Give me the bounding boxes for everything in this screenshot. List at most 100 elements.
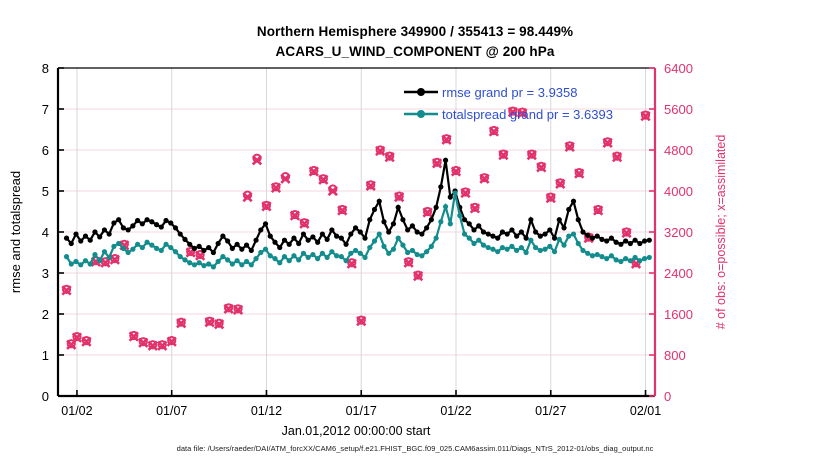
obs-possible-marker: [612, 151, 622, 161]
series-point-rmse: [490, 233, 496, 239]
obs-possible-marker: [138, 337, 148, 347]
series-point-totalspread: [87, 261, 93, 267]
series-point-totalspread: [490, 246, 496, 252]
obs-assimilated-marker: [81, 336, 92, 347]
obs-possible-marker: [640, 110, 651, 120]
series-point-totalspread: [561, 242, 567, 248]
y-tick-label-left: 4: [42, 225, 49, 240]
series-point-totalspread: [514, 247, 520, 254]
series-point-rmse: [352, 225, 359, 231]
obs-possible-marker: [72, 331, 82, 342]
obs-assimilated-marker: [128, 331, 139, 342]
data-file-footer: data file: /Users/raeder/DAI/ATM_forcXX/…: [176, 444, 654, 453]
series-point-rmse: [234, 241, 240, 247]
series-point-rmse: [324, 236, 330, 242]
obs-possible-marker: [271, 182, 281, 192]
page-title: Northern Hemisphere 349900 / 355413 = 98…: [0, 22, 830, 62]
series-point-rmse: [139, 221, 145, 227]
obs-possible-marker: [574, 167, 584, 178]
obs-assimilated-marker: [232, 304, 244, 316]
series-point-totalspread: [367, 244, 373, 251]
obs-possible-marker: [290, 209, 300, 220]
series-point-rmse: [447, 194, 453, 200]
series-point-totalspread: [125, 249, 131, 256]
series-point-totalspread: [120, 245, 126, 251]
obs-assimilated-marker: [611, 152, 623, 163]
series-point-rmse: [187, 241, 193, 247]
series-point-rmse: [310, 234, 316, 240]
obs-possible-marker: [508, 106, 518, 116]
series-point-totalspread: [106, 254, 112, 261]
series-point-totalspread: [523, 249, 529, 256]
series-point-rmse: [153, 222, 160, 228]
series-point-totalspread: [428, 243, 434, 249]
series-point-rmse: [63, 235, 70, 241]
obs-possible-marker: [223, 303, 234, 313]
obs-possible-marker: [157, 340, 167, 350]
obs-possible-marker: [129, 330, 139, 341]
series-point-totalspread: [172, 249, 179, 255]
obs-possible-marker: [479, 173, 490, 183]
series-point-rmse: [87, 237, 93, 243]
obs-assimilated-marker: [61, 285, 72, 296]
obs-possible-marker: [186, 246, 196, 257]
series-point-rmse: [495, 235, 501, 241]
series-point-rmse: [277, 244, 283, 251]
series-point-rmse: [182, 236, 188, 242]
series-point-totalspread: [272, 256, 278, 262]
series-point-totalspread: [262, 246, 269, 252]
series-point-rmse: [438, 184, 444, 190]
series-point-totalspread: [637, 258, 643, 264]
series-point-rmse: [395, 204, 401, 210]
obs-assimilated-marker: [318, 174, 329, 185]
series-point-rmse: [362, 235, 368, 241]
series-point-totalspread: [135, 241, 141, 247]
series-point-totalspread: [414, 251, 420, 258]
series-point-totalspread: [419, 253, 425, 259]
series-point-rmse: [149, 219, 155, 225]
series-point-rmse: [504, 231, 510, 237]
x-axis-title: Jan.01,2012 00:00:00 start: [281, 424, 431, 438]
obs-possible-marker: [347, 258, 357, 268]
series-point-totalspread: [319, 250, 325, 256]
y-tick-label-right: 4000: [664, 184, 693, 199]
series-point-totalspread: [78, 262, 84, 268]
series-point-rmse: [376, 198, 382, 204]
series-point-totalspread: [504, 246, 510, 252]
obs-possible-marker: [205, 316, 215, 326]
series-point-totalspread: [570, 231, 577, 237]
series-point-rmse: [319, 231, 325, 237]
series-point-rmse: [172, 225, 179, 231]
obs-possible-marker: [214, 318, 224, 328]
series-point-rmse: [442, 157, 449, 163]
obs-assimilated-marker: [147, 340, 158, 351]
obs-assimilated-marker: [299, 218, 310, 229]
x-tick-label: 01/12: [251, 404, 282, 418]
series-point-totalspread: [210, 264, 217, 270]
series-point-rmse: [509, 227, 515, 233]
obs-assimilated-marker: [157, 340, 168, 351]
series-point-rmse: [632, 237, 638, 243]
series-point-totalspread: [286, 258, 292, 264]
series-point-totalspread: [258, 249, 264, 256]
obs-possible-marker: [404, 257, 414, 267]
y-tick-label-left: 8: [42, 61, 49, 76]
series-point-totalspread: [390, 246, 397, 252]
series-point-rmse: [106, 231, 112, 237]
series-point-rmse: [585, 232, 591, 238]
series-point-rmse: [116, 217, 122, 223]
obs-possible-marker: [498, 149, 508, 159]
series-point-rmse: [258, 227, 264, 233]
series-point-totalspread: [357, 250, 363, 256]
obs-assimilated-marker: [356, 316, 367, 327]
series-point-totalspread: [225, 257, 231, 263]
series-point-totalspread: [201, 263, 207, 269]
series-point-rmse: [111, 220, 117, 226]
series-point-totalspread: [196, 260, 202, 266]
obs-assimilated-marker: [602, 137, 613, 148]
series-point-rmse: [523, 235, 529, 241]
obs-possible-marker: [66, 339, 76, 349]
series-point-totalspread: [433, 235, 439, 241]
series-point-totalspread: [267, 253, 273, 259]
